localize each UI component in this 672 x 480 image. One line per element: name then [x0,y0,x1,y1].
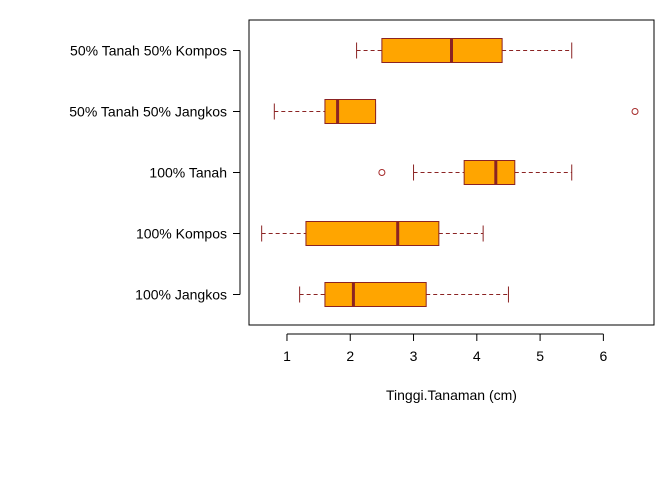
boxes-layer [261,38,639,307]
plot-frame [248,19,655,326]
x-tick-label: 5 [536,348,544,364]
box-1 [299,282,509,307]
box-4 [273,99,639,124]
box-iqr [463,160,516,185]
box-iqr [324,282,427,307]
x-tick-label: 6 [599,348,607,364]
box-3 [378,160,573,185]
box-5 [356,38,573,63]
outlier-point [631,108,639,115]
box-iqr [324,99,377,124]
x-tick-label: 4 [473,348,481,364]
box-iqr [305,221,440,246]
x-tick-label: 2 [346,348,354,364]
y-tick-label: 100% Kompos [136,226,227,242]
box-2 [261,221,484,246]
x-tick-label: 1 [283,348,291,364]
x-tick-label: 3 [410,348,418,364]
y-tick-label: 50% Tanah 50% Kompos [70,43,227,59]
x-axis: 1 2 3 4 5 6 [283,333,607,364]
y-tick-label: 100% Jangkos [135,287,227,303]
y-tick-label: 50% Tanah 50% Jangkos [69,104,227,120]
outlier-point [378,169,386,176]
y-tick-label: 100% Tanah [149,165,227,181]
y-axis: 100% Jangkos 100% Kompos 100% Tanah 50% Tan… [69,43,241,303]
box-iqr [381,38,503,63]
x-axis-title: Tinggi.Tanaman (cm) [386,387,517,403]
